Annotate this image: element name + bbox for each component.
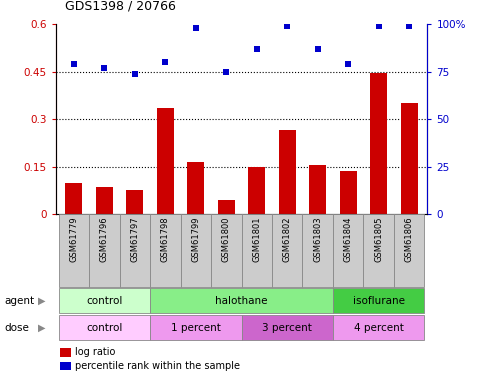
- Bar: [218, 200, 235, 214]
- Bar: [340, 171, 356, 214]
- Bar: [279, 130, 296, 214]
- Text: GSM61801: GSM61801: [252, 216, 261, 262]
- Bar: [58, 214, 89, 287]
- Text: dose: dose: [5, 323, 30, 333]
- Bar: [66, 183, 82, 214]
- Bar: [150, 288, 333, 313]
- Text: agent: agent: [5, 296, 35, 306]
- Bar: [370, 74, 387, 214]
- Bar: [58, 315, 150, 340]
- Bar: [394, 214, 425, 287]
- Point: [405, 23, 413, 29]
- Text: halothane: halothane: [215, 296, 268, 306]
- Text: GSM61797: GSM61797: [130, 216, 139, 262]
- Point: [161, 59, 169, 65]
- Bar: [333, 288, 425, 313]
- Bar: [187, 162, 204, 214]
- Bar: [363, 214, 394, 287]
- Bar: [150, 214, 181, 287]
- Bar: [150, 315, 242, 340]
- Text: 1 percent: 1 percent: [171, 323, 221, 333]
- Text: percentile rank within the sample: percentile rank within the sample: [75, 360, 240, 370]
- Bar: [211, 214, 242, 287]
- Bar: [302, 214, 333, 287]
- Text: 3 percent: 3 percent: [262, 323, 312, 333]
- Point: [314, 46, 322, 52]
- Point: [284, 23, 291, 29]
- Bar: [181, 214, 211, 287]
- Bar: [333, 214, 363, 287]
- Bar: [96, 187, 113, 214]
- Point: [344, 61, 352, 67]
- Bar: [157, 108, 174, 214]
- Bar: [333, 315, 425, 340]
- Bar: [309, 165, 326, 214]
- Text: GSM61779: GSM61779: [70, 216, 78, 262]
- Point: [192, 25, 199, 31]
- Text: GSM61804: GSM61804: [344, 216, 353, 262]
- Text: GSM61799: GSM61799: [191, 216, 200, 262]
- Bar: [272, 214, 302, 287]
- Point: [100, 65, 108, 71]
- Text: GDS1398 / 20766: GDS1398 / 20766: [65, 0, 176, 13]
- Bar: [401, 104, 417, 214]
- Text: isoflurane: isoflurane: [353, 296, 405, 306]
- Point: [70, 61, 78, 67]
- Point: [222, 69, 230, 75]
- Bar: [89, 214, 120, 287]
- Point: [375, 23, 383, 29]
- Text: GSM61803: GSM61803: [313, 216, 322, 262]
- Text: GSM61806: GSM61806: [405, 216, 413, 262]
- Text: GSM61798: GSM61798: [161, 216, 170, 262]
- Text: log ratio: log ratio: [75, 347, 115, 357]
- Bar: [242, 214, 272, 287]
- Text: ▶: ▶: [38, 296, 46, 306]
- Text: ▶: ▶: [38, 323, 46, 333]
- Bar: [242, 315, 333, 340]
- Text: control: control: [86, 296, 123, 306]
- Text: GSM61796: GSM61796: [100, 216, 109, 262]
- Point: [131, 71, 139, 77]
- Bar: [58, 288, 150, 313]
- Text: GSM61805: GSM61805: [374, 216, 383, 262]
- Point: [253, 46, 261, 52]
- Text: GSM61802: GSM61802: [283, 216, 292, 262]
- Text: 4 percent: 4 percent: [354, 323, 404, 333]
- Bar: [127, 190, 143, 214]
- Bar: [248, 167, 265, 214]
- Text: GSM61800: GSM61800: [222, 216, 231, 262]
- Bar: [120, 214, 150, 287]
- Text: control: control: [86, 323, 123, 333]
